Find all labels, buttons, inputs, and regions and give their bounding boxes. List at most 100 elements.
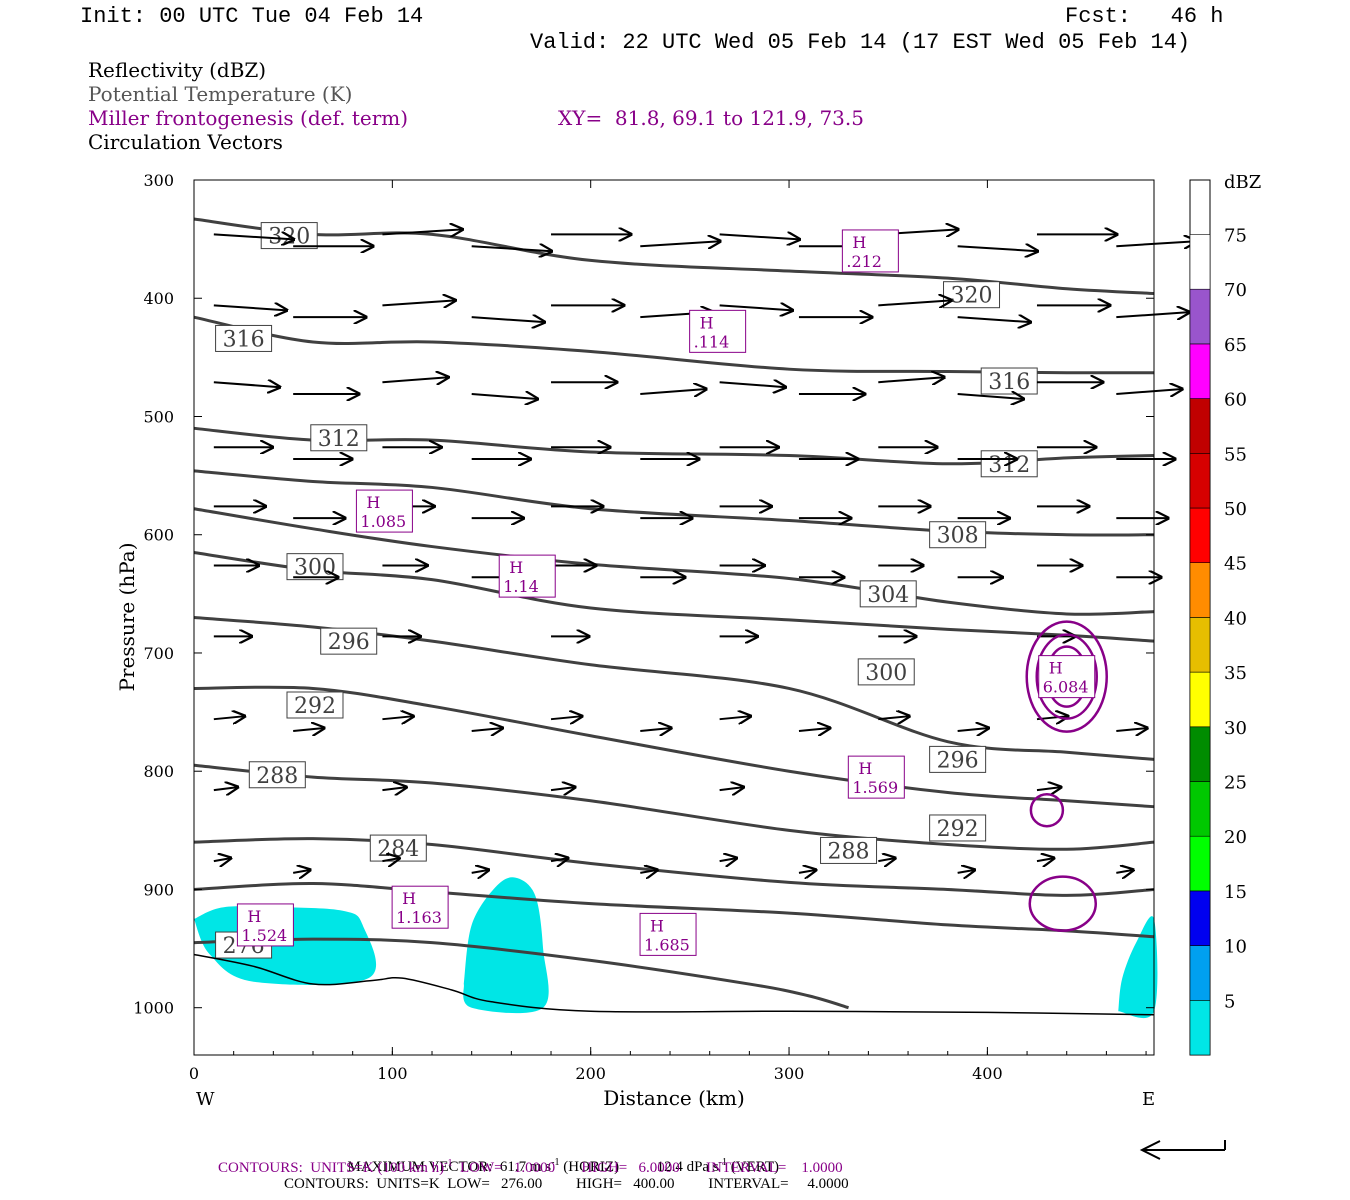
theta-label-300-9: 300 — [857, 658, 915, 686]
circulation-vector — [640, 389, 706, 394]
circulation-vector — [471, 394, 538, 399]
circulation-vector — [1116, 389, 1182, 394]
circulation-vector — [471, 246, 552, 251]
forecast-hour: Fcst: 46 h — [1065, 4, 1224, 29]
frontogenesis-max-value: 1.685 — [644, 935, 690, 954]
theta-label-text: 312 — [318, 427, 360, 452]
circulation-vector — [550, 858, 568, 861]
colorbar-level-45: 45 — [1224, 554, 1247, 575]
circulation-vector — [471, 728, 503, 731]
field-frontogenesis: Miller frontogenesis (def. term) — [88, 106, 409, 130]
theta-label-text: 304 — [867, 583, 909, 608]
frontogenesis-max-label: H — [858, 759, 872, 778]
theta-label-box — [857, 658, 915, 686]
frontogenesis-contour-5 — [1029, 792, 1065, 828]
circulation-vector — [719, 234, 800, 239]
colorbar-level-15: 15 — [1224, 882, 1247, 903]
circulation-vector — [1036, 787, 1061, 790]
y-tick-label: 700 — [143, 644, 174, 663]
colorbar-level-75: 75 — [1224, 226, 1247, 247]
frontogenesis-max-value: 1.569 — [852, 778, 898, 797]
frontogenesis-max-label: H — [247, 907, 261, 926]
frontogenesis-max-1: H.212 — [841, 229, 899, 273]
east-label: E — [1142, 1089, 1155, 1110]
contours-fronto-range: LOW= 1.0000 HIGH= 6.0000 INTERVAL= 1.000… — [452, 1160, 843, 1176]
frontogenesis-max-box — [391, 885, 449, 929]
max-vector-vert: 12.4 dPa s — [656, 1159, 719, 1175]
theta-contour-284 — [193, 837, 1155, 897]
theta-label-box — [859, 580, 917, 608]
theta-label-288-14: 288 — [248, 761, 306, 789]
superscript-horiz: -1 — [551, 1157, 560, 1168]
circulation-vector — [878, 377, 944, 382]
theta-label-288-15: 288 — [820, 836, 878, 864]
theta-label-text: 296 — [328, 630, 370, 655]
max-vector-label: MAXIMUM VECTOR: — [347, 1159, 493, 1175]
frontogenesis-max-box — [498, 554, 556, 598]
theta-label-316-3: 316 — [980, 367, 1038, 395]
circulation-vector — [719, 787, 744, 790]
theta-label-text: 312 — [988, 453, 1030, 478]
circulation-vector — [550, 787, 575, 790]
footer-max-vector: MAXIMUM VECTOR: 61.7 m s-1 (HORIZ) 12.4 … — [340, 1140, 780, 1176]
frontogenesis-max-2: H.114 — [689, 309, 747, 353]
superscript-vert: -1 — [718, 1157, 728, 1168]
circulation-vector — [382, 716, 413, 719]
frontogenesis-max-label: H — [1049, 659, 1063, 678]
x-tick-label: 400 — [972, 1064, 1003, 1083]
circulation-vector — [957, 870, 975, 873]
colorbar-unit: dBZ — [1224, 172, 1261, 193]
reflectivity-region-2 — [463, 877, 549, 1014]
theta-label-box — [929, 814, 987, 842]
colorbar-segment-70 — [1189, 288, 1211, 345]
x-tick-label: 100 — [377, 1064, 408, 1083]
colorbar-segment-30 — [1189, 726, 1211, 782]
frontogenesis-max-value: 1.14 — [503, 577, 539, 596]
theta-label-text: 288 — [256, 764, 298, 789]
frontogenesis-max-value: .212 — [846, 252, 882, 271]
theta-label-320-1: 320 — [943, 281, 1001, 309]
circulation-vector — [382, 229, 462, 234]
colorbar-level-70: 70 — [1224, 280, 1247, 301]
circulation-vector — [382, 787, 406, 790]
colorbar-level-5: 5 — [1224, 991, 1235, 1012]
theta-label-box — [820, 836, 878, 864]
theta-label-text: 292 — [294, 694, 336, 719]
theta-label-box — [286, 691, 344, 719]
circulation-vector — [957, 246, 1038, 251]
frontogenesis-max-label: H — [509, 558, 523, 577]
theta-label-312-4: 312 — [310, 424, 368, 452]
footer-contours-fronto: CONTOURS: UNITS=K (100 km h)-1 LOW= 1.00… — [218, 1158, 843, 1177]
colorbar-segment-60 — [1189, 398, 1211, 454]
theta-label-text: 296 — [937, 748, 979, 773]
circulation-vector — [382, 300, 455, 305]
colorbar-segment-40 — [1189, 617, 1211, 673]
circulation-vector — [640, 870, 657, 873]
cross-section-xy: XY= 81.8, 69.1 to 121.9, 73.5 — [558, 106, 864, 130]
frontogenesis-contour-1 — [1025, 620, 1108, 733]
circulation-vector — [878, 300, 951, 305]
y-tick-label: 1000 — [133, 999, 174, 1018]
frontogenesis-max-4: H1.14 — [498, 554, 556, 598]
theta-label-text: 320 — [951, 284, 993, 309]
x-tick-label: 200 — [575, 1064, 606, 1083]
theta-label-text: 308 — [937, 524, 979, 549]
circulation-vector — [798, 870, 816, 873]
frontogenesis-max-box — [847, 755, 905, 799]
theta-label-text: 300 — [865, 661, 907, 686]
frontogenesis-max-value: 1.163 — [396, 908, 442, 927]
colorbar-level-65: 65 — [1224, 335, 1247, 356]
colorbar-level-60: 60 — [1224, 390, 1247, 411]
y-axis-label: Pressure (hPa) — [115, 543, 139, 692]
frontogenesis-max-label: H — [366, 493, 380, 512]
circulation-vector — [957, 728, 989, 731]
theta-label-304-7: 304 — [859, 580, 917, 608]
frontogenesis-max-label: H — [700, 313, 714, 332]
circulation-vector — [957, 394, 1024, 399]
vert-tag: (VERT) — [730, 1159, 780, 1175]
x-tick-label: 0 — [189, 1064, 199, 1083]
init-time: Init: 00 UTC Tue 04 Feb 14 — [80, 4, 424, 29]
theta-contour-308 — [193, 469, 1155, 537]
y-tick-label: 400 — [143, 289, 174, 308]
frontogenesis-max-value: .114 — [694, 332, 730, 351]
